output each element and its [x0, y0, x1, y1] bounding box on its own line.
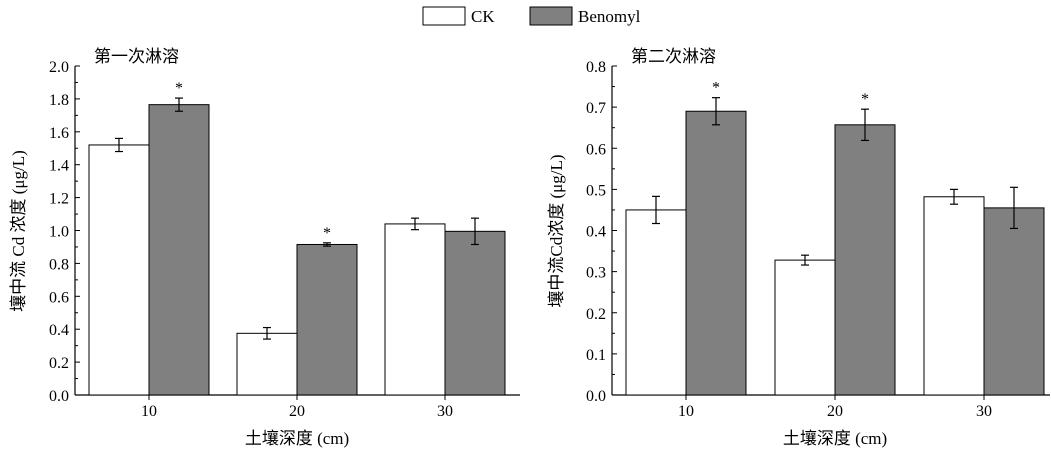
legend-swatch-benomyl: [529, 6, 573, 26]
y-tick-label: 0.5: [586, 182, 606, 199]
chart-title: 第一次淋溶: [94, 47, 179, 66]
y-tick-label: 0.4: [49, 322, 69, 339]
y-tick-label: 0.2: [586, 306, 606, 323]
x-tick-label: 10: [141, 403, 157, 420]
x-tick-label: 20: [827, 403, 843, 420]
significance-star: *: [712, 80, 720, 97]
y-tick-label: 0.8: [49, 256, 69, 273]
chart-title: 第二次淋溶: [631, 47, 716, 66]
bar-ck-10: [625, 209, 687, 396]
bar-benomyl-30: [983, 207, 1045, 396]
y-tick-label: 0.0: [586, 388, 606, 405]
x-axis-label: 土壤深度 (cm): [245, 428, 349, 448]
y-axis-label: 壤中流Cd浓度 (μg/L): [546, 154, 566, 307]
x-tick-label: 20: [289, 403, 305, 420]
bar-benomyl-30: [444, 230, 506, 396]
significance-star: *: [861, 91, 869, 108]
y-tick-label: 0.2: [49, 355, 69, 372]
y-axis-label: 壤中流 Cd 浓度 (μg/L): [8, 150, 28, 312]
y-tick-label: 1.0: [49, 224, 69, 241]
chart-first-leaching: 第一次淋溶 土壤深度 (cm) 壤中流 Cd 浓度 (μg/L) 0.0 0.2 0…: [8, 47, 520, 448]
significance-star: *: [175, 80, 183, 97]
y-tick-label: 1.6: [49, 125, 69, 142]
bar-ck-30: [384, 223, 446, 396]
y-tick-label: 0.6: [586, 141, 606, 158]
bar-benomyl-10: [148, 104, 210, 396]
bar-benomyl-20: [834, 124, 896, 396]
legend-label-ck: CK: [471, 7, 495, 26]
y-tick-label: 0.7: [586, 100, 606, 117]
bar-ck-10: [88, 144, 150, 396]
y-tick-label: 0.6: [49, 289, 69, 306]
bar-ck-30: [923, 196, 985, 396]
bar-benomyl-20: [296, 243, 358, 396]
y-tick-label: 0.1: [586, 347, 606, 364]
y-tick-label: 0.4: [586, 224, 606, 241]
x-tick-label: 10: [678, 403, 694, 420]
y-tick-label: 1.8: [49, 92, 69, 109]
x-tick-label: 30: [976, 403, 992, 420]
y-tick-label: 1.2: [49, 191, 69, 208]
legend-label-benomyl: Benomyl: [578, 7, 641, 26]
y-tick-label: 1.4: [49, 158, 69, 175]
x-tick-label: 30: [437, 403, 453, 420]
y-tick-label: 0.8: [586, 59, 606, 76]
x-axis-label: 土壤深度 (cm): [783, 428, 887, 448]
y-tick-label: 0.0: [49, 388, 69, 405]
legend-swatch-ck: [422, 6, 466, 26]
bar-ck-20: [236, 332, 298, 396]
chart-second-leaching: 第二次淋溶 土壤深度 (cm) 壤中流Cd浓度 (μg/L) 0.0 0.1 0.2…: [546, 47, 1050, 448]
legend: CK Benomyl: [422, 6, 641, 26]
y-tick-label: 2.0: [49, 59, 69, 76]
bar-ck-20: [774, 259, 836, 396]
bar-benomyl-10: [685, 110, 747, 396]
significance-star: *: [323, 225, 331, 242]
y-tick-label: 0.3: [586, 265, 606, 282]
